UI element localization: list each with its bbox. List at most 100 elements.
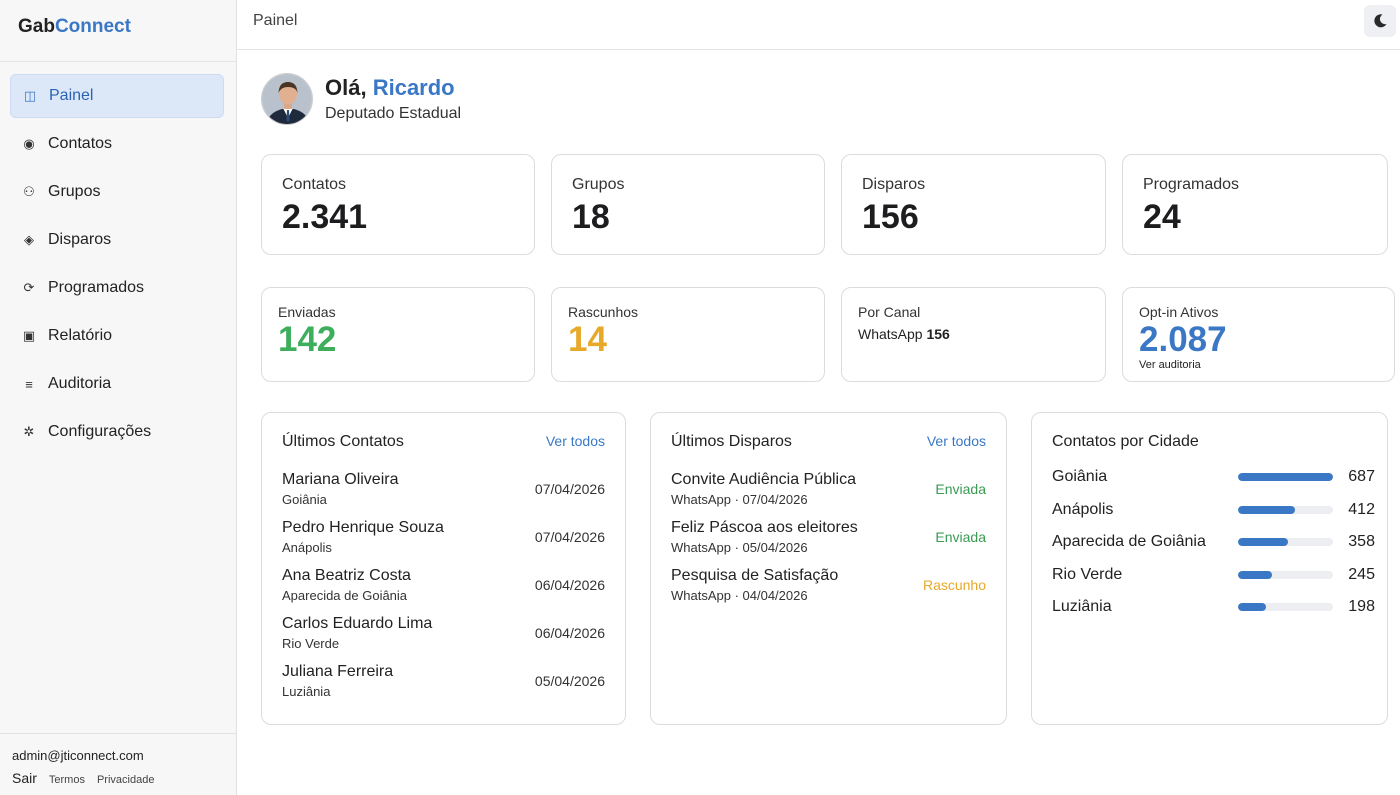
user-role: Deputado Estadual — [325, 105, 462, 122]
stat-card-groups[interactable]: Grupos 18 — [551, 154, 825, 255]
city-row: Luziânia 198 — [1052, 591, 1375, 624]
channel-breakdown: WhatsApp 156 — [858, 326, 1105, 342]
sidebar-item-grupos[interactable]: ⚇ Grupos — [10, 170, 224, 214]
contact-row[interactable]: Pedro Henrique Souza Anápolis 07/04/2026 — [282, 513, 605, 561]
contact-row[interactable]: Mariana Oliveira Goiânia 07/04/2026 — [282, 465, 605, 513]
contact-info: Mariana Oliveira Goiânia — [282, 471, 398, 507]
sidebar-item-label: Configurações — [48, 423, 152, 440]
stat-card-contacts[interactable]: Contatos 2.341 — [261, 154, 535, 255]
sidebar-item-label: Auditoria — [48, 375, 112, 392]
city-bar-track — [1238, 570, 1334, 579]
theme-toggle-button[interactable] — [1364, 5, 1396, 37]
contact-info: Pedro Henrique Souza Anápolis — [282, 519, 444, 555]
recent-contacts-panel: Últimos Contatos Ver todos Mariana Olive… — [261, 412, 626, 725]
send-row[interactable]: Feliz Páscoa aos eleitores WhatsApp · 05/… — [671, 513, 986, 561]
city-count: 412 — [1348, 500, 1375, 518]
report-icon: ▣ — [22, 328, 36, 343]
stat-value: 14 — [568, 320, 607, 359]
contact-name: Pedro Henrique Souza — [282, 519, 444, 536]
city-count: 687 — [1348, 468, 1375, 486]
stat-card-scheduled[interactable]: Programados 24 — [1122, 154, 1388, 255]
brand-text-part1: Gab — [18, 16, 55, 37]
audit-icon: ≡ — [25, 376, 33, 392]
city-list: Goiânia 687 Anápolis 412 Aparecida de Goiâni… — [1052, 461, 1375, 624]
city-count: 198 — [1348, 598, 1375, 616]
privacy-link[interactable]: Privacidade — [96, 774, 155, 786]
city-bar-fill — [1238, 473, 1334, 482]
sidebar-item-relatorio[interactable]: ▣ Relatório — [10, 314, 224, 358]
avatar — [261, 73, 313, 125]
logout-link[interactable]: Sair — [12, 770, 37, 786]
contact-row[interactable]: Carlos Eduardo Lima Rio Verde 06/04/2026 — [282, 609, 605, 657]
terms-link[interactable]: Termos — [48, 774, 85, 786]
panel-title: Últimos Contatos — [282, 433, 404, 450]
stat-card-sends[interactable]: Disparos 156 — [841, 154, 1106, 255]
sidebar: GabConnect ◫ Painel ◉ Contatos ⚇ Grupos ◈ Dispa… — [0, 0, 237, 795]
contact-date: 06/04/2026 — [534, 625, 605, 641]
channel-name: WhatsApp — [858, 326, 923, 342]
sidebar-item-auditoria[interactable]: ≡ Auditoria — [10, 362, 224, 406]
city-bar-track — [1238, 473, 1334, 482]
sidebar-item-label: Painel — [49, 87, 94, 104]
city-name: Luziânia — [1052, 598, 1112, 616]
stat-card-sent[interactable]: Enviadas 142 — [261, 287, 535, 382]
top-bar: Painel — [237, 0, 1400, 50]
contact-info: Ana Beatriz Costa Aparecida de Goiânia — [282, 567, 411, 603]
stat-card-drafts[interactable]: Rascunhos 14 — [551, 287, 825, 382]
brand-text-part2: Connect — [54, 16, 131, 37]
schedule-icon: ⟳ — [23, 280, 35, 295]
city-row: Rio Verde 245 — [1052, 559, 1375, 592]
city-bar-track — [1238, 603, 1334, 612]
contact-city: Goiânia — [282, 492, 327, 507]
status-badge: Enviada — [935, 529, 986, 545]
greeting-name: Ricardo — [372, 75, 455, 100]
sidebar-item-label: Grupos — [48, 183, 101, 200]
contact-info: Juliana Ferreira Luziânia — [282, 663, 393, 699]
user-email: admin@jticonnect.com — [12, 748, 144, 763]
recent-sends-list: Convite Audiência Pública WhatsApp · 07/0… — [671, 465, 986, 609]
sidebar-item-programados[interactable]: ⟳ Programados — [10, 266, 224, 310]
stat-label: Disparos — [862, 176, 926, 193]
stat-label: Opt-in Ativos — [1139, 304, 1219, 320]
panel-title: Últimos Disparos — [671, 433, 792, 450]
sidebar-item-configuracoes[interactable]: ✲ Configurações — [10, 410, 224, 454]
sidebar-item-disparos[interactable]: ◈ Disparos — [10, 218, 224, 262]
sidebar-item-contatos[interactable]: ◉ Contatos — [10, 122, 224, 166]
city-bar-fill — [1238, 603, 1266, 612]
contact-row[interactable]: Ana Beatriz Costa Aparecida de Goiânia 06/… — [282, 561, 605, 609]
recent-sends-panel: Últimos Disparos Ver todos Convite Audiê… — [650, 412, 1007, 725]
city-row: Aparecida de Goiânia 358 — [1052, 526, 1375, 559]
send-title: Convite Audiência Pública — [671, 471, 857, 488]
contact-name: Mariana Oliveira — [282, 471, 399, 488]
send-meta: WhatsApp · 05/04/2026 — [671, 540, 808, 555]
send-row[interactable]: Convite Audiência Pública WhatsApp · 07/0… — [671, 465, 986, 513]
stat-value: 156 — [862, 198, 919, 236]
send-info: Feliz Páscoa aos eleitores WhatsApp · 05/… — [671, 519, 858, 555]
status-badge: Rascunho — [922, 577, 986, 593]
sidebar-item-painel[interactable]: ◫ Painel — [10, 74, 224, 118]
view-all-contacts-link[interactable]: Ver todos — [545, 433, 605, 449]
city-row: Anápolis 412 — [1052, 494, 1375, 527]
stat-card-by-channel[interactable]: Por Canal WhatsApp 156 — [841, 287, 1106, 382]
contact-city: Luziânia — [282, 684, 331, 699]
brand-logo[interactable]: GabConnect — [0, 0, 236, 62]
recent-contacts-list: Mariana Oliveira Goiânia 07/04/2026 Pedro H… — [282, 465, 605, 705]
city-row: Goiânia 687 — [1052, 461, 1375, 494]
moon-icon — [1374, 14, 1387, 28]
view-all-sends-link[interactable]: Ver todos — [926, 433, 986, 449]
panel-icon: ◫ — [23, 88, 37, 103]
stat-card-optin: Opt-in Ativos 2.087 Ver auditoria — [1122, 287, 1395, 382]
city-bar-track — [1238, 538, 1334, 547]
send-row[interactable]: Pesquisa de Satisfação WhatsApp · 04/04/2… — [671, 561, 986, 609]
contact-row[interactable]: Juliana Ferreira Luziânia 05/04/2026 — [282, 657, 605, 705]
stat-label: Contatos — [282, 176, 347, 193]
greeting-hello: Olá, — [325, 75, 367, 100]
status-badge: Enviada — [935, 481, 986, 497]
send-icon: ◈ — [24, 232, 34, 247]
contact-date: 06/04/2026 — [534, 577, 605, 593]
audit-link[interactable]: Ver auditoria — [1139, 358, 1201, 371]
stat-label: Rascunhos — [568, 304, 639, 320]
greeting: Olá, Ricardo Deputado Estadual — [325, 75, 461, 123]
channel-count: 156 — [926, 326, 950, 342]
stat-label: Programados — [1143, 176, 1240, 193]
